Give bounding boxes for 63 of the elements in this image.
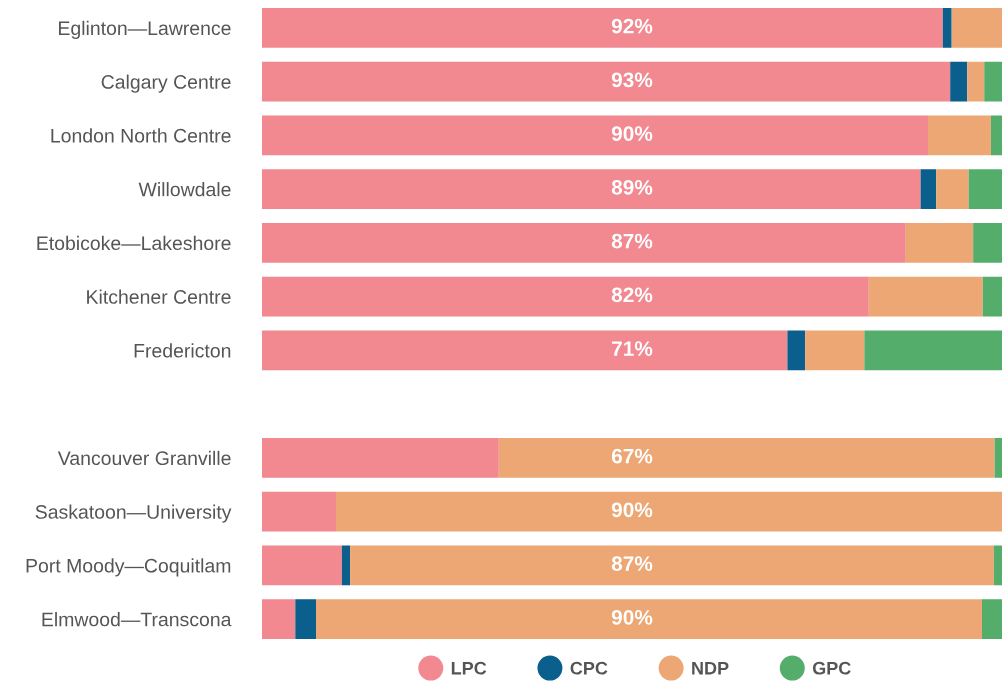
bar (262, 169, 921, 210)
bar (928, 115, 991, 156)
y-tick-label: Port Moody—Coquitlam (26, 558, 231, 577)
legend-label: LPC (451, 661, 487, 675)
data-label: 93% (611, 72, 653, 88)
legend-label: GPC (812, 661, 851, 675)
bar (316, 599, 983, 640)
bar (864, 330, 1002, 371)
data-label: 90% (611, 502, 653, 518)
bar (341, 545, 351, 586)
data-label: 67% (611, 448, 653, 464)
bar (994, 437, 1002, 478)
bar (984, 61, 1002, 102)
y-tick-label: Kitchener Centre (87, 289, 231, 304)
data-label: 92% (611, 18, 653, 34)
bar (262, 7, 943, 48)
bar (920, 169, 937, 210)
bar (982, 599, 1002, 640)
bar (262, 61, 951, 102)
bar (982, 276, 1002, 317)
y-tick-label: Fredericton (134, 343, 231, 358)
y-tick-label: Willowdale (138, 182, 231, 197)
y-tick-label: Vancouver Granville (57, 450, 231, 466)
data-label: 89% (611, 179, 653, 195)
legend-label: CPC (570, 661, 608, 675)
bar (262, 222, 906, 263)
y-tick-label: Elmwood—Transcona (42, 612, 232, 627)
y-tick-label: London North Centre (51, 128, 231, 143)
bar (990, 115, 1002, 156)
bar (262, 437, 499, 478)
data-label: 87% (611, 233, 653, 249)
bar (942, 7, 952, 48)
bar (787, 330, 806, 371)
legend-label: NDP (692, 661, 729, 675)
y-tick-label: Eglinton—Lawrence (59, 20, 231, 39)
bar (805, 330, 865, 371)
bar (262, 545, 342, 586)
bar (951, 7, 1002, 48)
bar (262, 276, 869, 317)
bar (350, 545, 994, 586)
bar (967, 61, 985, 102)
data-label: 82% (611, 287, 653, 303)
bar (262, 491, 336, 532)
bar (905, 222, 974, 263)
data-label: 90% (611, 609, 653, 625)
bar (993, 545, 1002, 586)
data-label: 71% (612, 341, 653, 356)
y-tick-label: Calgary Centre (101, 74, 231, 93)
bar (336, 491, 1002, 532)
data-label: 90% (611, 126, 653, 141)
bar (936, 169, 969, 210)
bar (295, 599, 317, 640)
bar (973, 222, 1002, 263)
y-tick-label: Saskatoon—University (35, 504, 232, 523)
bar (498, 437, 995, 478)
data-label: 87% (611, 556, 653, 571)
bar (262, 599, 296, 640)
bar (968, 169, 1002, 210)
bar (262, 330, 788, 371)
bar (950, 61, 968, 102)
bar (262, 115, 928, 156)
bar (868, 276, 983, 317)
y-tick-label: Etobicoke—Lakeshore (37, 235, 231, 251)
